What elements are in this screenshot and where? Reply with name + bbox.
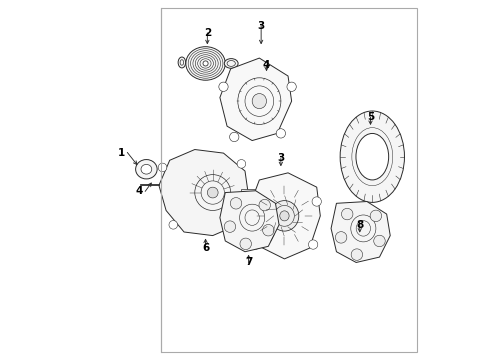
Ellipse shape [270, 201, 299, 231]
Ellipse shape [207, 187, 218, 198]
Circle shape [240, 238, 251, 249]
Text: 4: 4 [136, 186, 143, 196]
Ellipse shape [356, 134, 389, 180]
Ellipse shape [186, 47, 225, 80]
Polygon shape [220, 58, 292, 140]
Text: 3: 3 [277, 153, 285, 163]
Ellipse shape [340, 111, 404, 202]
Text: 4: 4 [263, 60, 270, 70]
Circle shape [241, 213, 249, 222]
Ellipse shape [141, 165, 152, 174]
Circle shape [259, 199, 270, 211]
Text: 1: 1 [118, 148, 125, 158]
Circle shape [276, 129, 286, 138]
Circle shape [169, 221, 177, 229]
Ellipse shape [136, 159, 157, 179]
Circle shape [312, 197, 321, 206]
Circle shape [247, 197, 257, 206]
Circle shape [309, 240, 318, 249]
Circle shape [370, 210, 382, 222]
Ellipse shape [263, 76, 267, 79]
Circle shape [342, 208, 353, 220]
Text: 6: 6 [202, 243, 209, 253]
Text: 2: 2 [204, 28, 211, 38]
Ellipse shape [280, 211, 289, 221]
Text: 5: 5 [367, 112, 374, 122]
Circle shape [287, 82, 296, 91]
Circle shape [230, 132, 239, 141]
Ellipse shape [252, 94, 267, 109]
Circle shape [351, 249, 363, 260]
Text: 8: 8 [356, 220, 364, 230]
Ellipse shape [178, 57, 186, 68]
Polygon shape [242, 189, 256, 214]
Polygon shape [331, 202, 390, 262]
Circle shape [224, 221, 236, 232]
Ellipse shape [224, 59, 238, 68]
Circle shape [230, 198, 242, 209]
Circle shape [374, 235, 385, 247]
Polygon shape [159, 149, 248, 235]
Circle shape [237, 159, 245, 168]
Circle shape [158, 163, 167, 172]
Circle shape [203, 61, 208, 66]
Polygon shape [248, 173, 320, 259]
Ellipse shape [251, 67, 278, 89]
Bar [161, 8, 417, 352]
Circle shape [219, 82, 228, 91]
Circle shape [251, 240, 260, 249]
Text: 7: 7 [245, 257, 252, 267]
Text: 3: 3 [258, 21, 265, 31]
Circle shape [263, 225, 274, 236]
Polygon shape [220, 191, 279, 252]
Circle shape [335, 231, 347, 243]
